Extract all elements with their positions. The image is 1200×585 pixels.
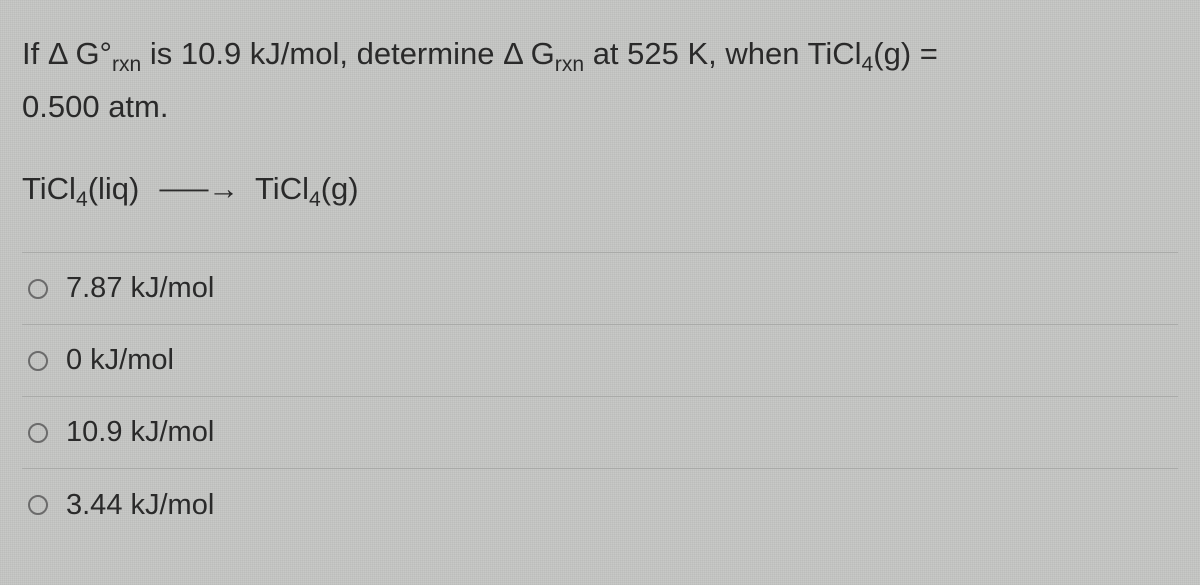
option-row[interactable]: 7.87 kJ/mol xyxy=(22,253,1178,325)
radio-icon[interactable] xyxy=(28,495,48,515)
equation-rhs: TiCl4(g) xyxy=(255,171,359,206)
radio-icon[interactable] xyxy=(28,423,48,443)
option-label: 10.9 kJ/mol xyxy=(66,416,214,449)
radio-icon[interactable] xyxy=(28,351,48,371)
reaction-arrow-icon: ⸺→ xyxy=(148,163,247,208)
quiz-question-block: If Δ G°rxn is 10.9 kJ/mol, determine Δ G… xyxy=(22,28,1178,541)
question-stem: If Δ G°rxn is 10.9 kJ/mol, determine Δ G… xyxy=(22,28,1178,133)
option-label: 0 kJ/mol xyxy=(66,344,174,377)
option-row[interactable]: 0 kJ/mol xyxy=(22,325,1178,397)
option-row[interactable]: 3.44 kJ/mol xyxy=(22,469,1178,541)
reaction-equation: TiCl4(liq) ⸺→ TiCl4(g) xyxy=(22,163,1178,208)
answer-options: 7.87 kJ/mol 0 kJ/mol 10.9 kJ/mol 3.44 kJ… xyxy=(22,252,1178,541)
radio-icon[interactable] xyxy=(28,279,48,299)
equation-lhs: TiCl4(liq) xyxy=(22,171,139,206)
question-line-1: If Δ G°rxn is 10.9 kJ/mol, determine Δ G… xyxy=(22,36,938,71)
option-row[interactable]: 10.9 kJ/mol xyxy=(22,397,1178,469)
option-label: 3.44 kJ/mol xyxy=(66,489,214,522)
question-line-2: 0.500 atm. xyxy=(22,89,168,124)
option-label: 7.87 kJ/mol xyxy=(66,272,214,305)
